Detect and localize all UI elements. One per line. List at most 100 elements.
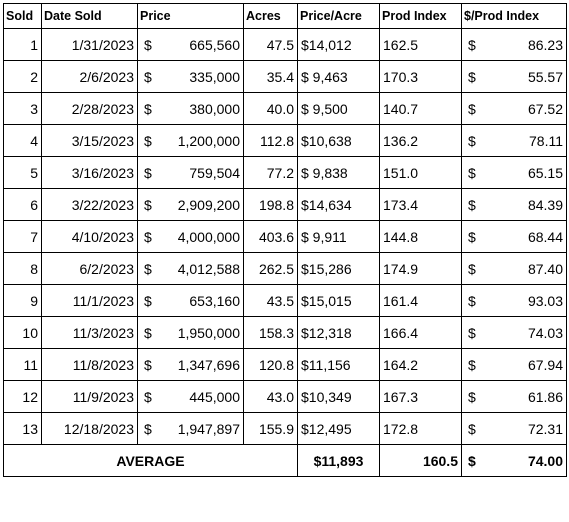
header-price: Price xyxy=(137,3,244,29)
currency-symbol: $ xyxy=(144,100,152,117)
cell-date-sold: 3/16/2023 xyxy=(41,156,138,189)
cell-dollar-per-prod-index-value: 78.11 xyxy=(529,132,563,149)
cell-dollar-per-prod-index: $93.03 xyxy=(461,284,567,317)
cell-date-sold: 6/2/2023 xyxy=(41,252,138,285)
cell-acres: 43.5 xyxy=(243,284,298,317)
cell-date-sold: 11/9/2023 xyxy=(41,380,138,413)
cell-price-value: 4,012,588 xyxy=(177,260,240,277)
header-acres: Acres xyxy=(243,3,298,29)
cell-acres: 198.8 xyxy=(243,188,298,221)
cell-dollar-per-prod-index: $68.44 xyxy=(461,220,567,253)
cell-dollar-per-prod-index-value: 65.15 xyxy=(527,164,563,181)
cell-dollar-per-prod-index-value: 67.52 xyxy=(527,100,563,117)
cell-price-per-acre: $ 9,911 xyxy=(297,220,380,253)
table-row: 9 11/1/2023 $653,160 43.5 $15,015 161.4 $93.03 xyxy=(3,284,567,317)
cell-prod-index: 161.4 xyxy=(379,284,462,317)
table-row: 10 11/3/2023 $1,950,000 158.3 $12,318 166.4 $7… xyxy=(3,316,567,349)
cell-acres: 155.9 xyxy=(243,412,298,445)
table-row: 13 12/18/2023 $1,947,897 155.9 $12,495 172.8 $… xyxy=(3,412,567,445)
cell-price-value: 1,947,897 xyxy=(177,420,240,437)
table-row: 7 4/10/2023 $4,000,000 403.6 $ 9,911 144.8 $68… xyxy=(3,220,567,253)
currency-symbol: $ xyxy=(468,324,476,341)
header-row: Sold Date Sold Price Acres Price/Acre Pr… xyxy=(3,3,567,29)
cell-prod-index: 136.2 xyxy=(379,124,462,157)
cell-price: $1,200,000 xyxy=(137,124,244,157)
table-row: 11 11/8/2023 $1,347,696 120.8 $11,156 164.2 $6… xyxy=(3,348,567,381)
cell-acres: 262.5 xyxy=(243,252,298,285)
cell-dollar-per-prod-index-value: 86.23 xyxy=(527,36,563,53)
table-row: 5 3/16/2023 $759,504 77.2 $ 9,838 151.0 $65.15 xyxy=(3,156,567,189)
cell-acres: 120.8 xyxy=(243,348,298,381)
table-row: 3 2/28/2023 $380,000 40.0 $ 9,500 140.7 $67.52 xyxy=(3,92,567,125)
cell-prod-index: 174.9 xyxy=(379,252,462,285)
cell-acres: 403.6 xyxy=(243,220,298,253)
cell-dollar-per-prod-index-value: 93.03 xyxy=(527,292,563,309)
cell-price: $1,950,000 xyxy=(137,316,244,349)
cell-price-per-acre: $15,286 xyxy=(297,252,380,285)
cell-sold: 3 xyxy=(3,92,42,125)
currency-symbol: $ xyxy=(468,356,476,373)
cell-price-value: 1,950,000 xyxy=(177,324,240,341)
cell-price-per-acre: $12,495 xyxy=(297,412,380,445)
cell-acres: 112.8 xyxy=(243,124,298,157)
cell-prod-index: 151.0 xyxy=(379,156,462,189)
table-row: 6 3/22/2023 $2,909,200 198.8 $14,634 173.4 $84… xyxy=(3,188,567,221)
cell-dollar-per-prod-index-value: 67.94 xyxy=(527,356,563,373)
land-sales-table: Sold Date Sold Price Acres Price/Acre Pr… xyxy=(3,3,567,477)
cell-date-sold: 4/10/2023 xyxy=(41,220,138,253)
cell-price: $653,160 xyxy=(137,284,244,317)
cell-prod-index: 140.7 xyxy=(379,92,462,125)
cell-dollar-per-prod-index: $87.40 xyxy=(461,252,567,285)
cell-price-value: 653,160 xyxy=(189,292,240,309)
cell-price-per-acre: $12,318 xyxy=(297,316,380,349)
cell-price: $335,000 xyxy=(137,60,244,93)
cell-date-sold: 3/22/2023 xyxy=(41,188,138,221)
cell-dollar-per-prod-index: $86.23 xyxy=(461,28,567,61)
cell-price-value: 665,560 xyxy=(189,36,240,53)
cell-dollar-per-prod-index: $65.15 xyxy=(461,156,567,189)
cell-prod-index: 172.8 xyxy=(379,412,462,445)
cell-prod-index: 166.4 xyxy=(379,316,462,349)
cell-price-per-acre: $15,015 xyxy=(297,284,380,317)
currency-symbol: $ xyxy=(468,164,476,181)
cell-dollar-per-prod-index: $67.52 xyxy=(461,92,567,125)
cell-date-sold: 11/8/2023 xyxy=(41,348,138,381)
currency-symbol: $ xyxy=(144,228,152,245)
currency-symbol: $ xyxy=(144,292,152,309)
cell-price-per-acre: $10,638 xyxy=(297,124,380,157)
cell-dollar-per-prod-index: $72.31 xyxy=(461,412,567,445)
cell-dollar-per-prod-index: $55.57 xyxy=(461,60,567,93)
cell-prod-index: 167.3 xyxy=(379,380,462,413)
cell-price-value: 2,909,200 xyxy=(177,196,240,213)
cell-acres: 40.0 xyxy=(243,92,298,125)
cell-date-sold: 2/28/2023 xyxy=(41,92,138,125)
cell-date-sold: 2/6/2023 xyxy=(41,60,138,93)
cell-price-value: 1,200,000 xyxy=(177,132,240,149)
cell-prod-index: 144.8 xyxy=(379,220,462,253)
cell-dollar-per-prod-index-value: 74.03 xyxy=(527,324,563,341)
cell-sold: 5 xyxy=(3,156,42,189)
cell-price-per-acre: $14,634 xyxy=(297,188,380,221)
header-price-per-acre: Price/Acre xyxy=(297,3,380,29)
currency-symbol: $ xyxy=(144,388,152,405)
cell-sold: 1 xyxy=(3,28,42,61)
cell-price-per-acre: $ 9,838 xyxy=(297,156,380,189)
cell-price: $2,909,200 xyxy=(137,188,244,221)
table-row: 8 6/2/2023 $4,012,588 262.5 $15,286 174.9 $87.… xyxy=(3,252,567,285)
currency-symbol: $ xyxy=(468,68,476,85)
currency-symbol: $ xyxy=(468,228,476,245)
cell-acres: 77.2 xyxy=(243,156,298,189)
currency-symbol: $ xyxy=(144,420,152,437)
cell-price: $1,347,696 xyxy=(137,348,244,381)
table-row: 2 2/6/2023 $335,000 35.4 $ 9,463 170.3 $55.57 xyxy=(3,60,567,93)
cell-dollar-per-prod-index-value: 84.39 xyxy=(527,196,563,213)
cell-price-per-acre: $ 9,463 xyxy=(297,60,380,93)
cell-dollar-per-prod-index: $74.03 xyxy=(461,316,567,349)
cell-prod-index: 164.2 xyxy=(379,348,462,381)
cell-date-sold: 11/1/2023 xyxy=(41,284,138,317)
cell-dollar-per-prod-index-value: 61.86 xyxy=(527,388,563,405)
cell-dollar-per-prod-index: $61.86 xyxy=(461,380,567,413)
cell-date-sold: 12/18/2023 xyxy=(41,412,138,445)
currency-symbol: $ xyxy=(468,36,476,53)
cell-prod-index: 173.4 xyxy=(379,188,462,221)
